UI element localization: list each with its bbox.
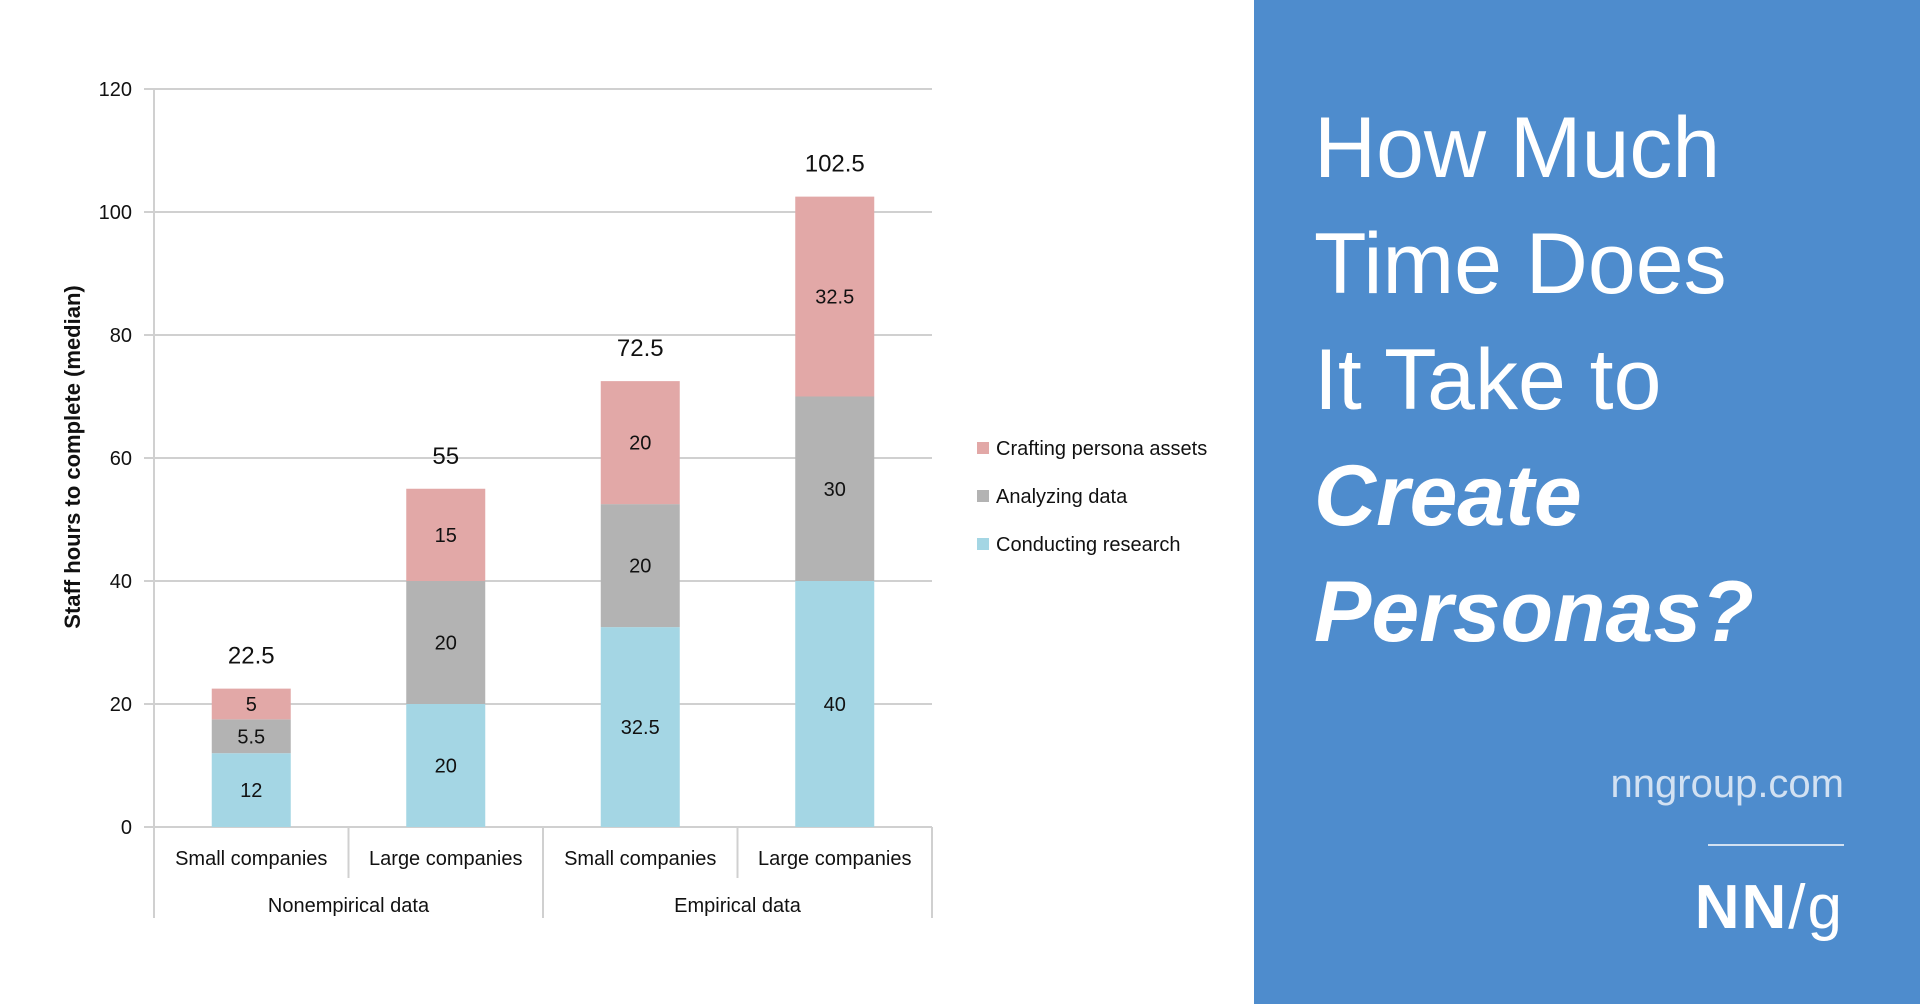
title-line-3: It Take to bbox=[1314, 332, 1662, 428]
y-tick-label: 40 bbox=[110, 571, 132, 593]
segment-value-label: 15 bbox=[435, 525, 457, 547]
y-axis-title: Staff hours to complete (median) bbox=[60, 285, 85, 628]
bar-segment-crafting-persona-assets bbox=[406, 488, 486, 581]
segment-value-label: 30 bbox=[824, 479, 846, 501]
site-url: nngroup.com bbox=[1610, 762, 1844, 806]
bar-segment-conducting-research bbox=[406, 704, 486, 827]
bar-segment-conducting-research bbox=[600, 627, 680, 827]
title-emphasis-2: Personas? bbox=[1314, 564, 1754, 660]
bar-segment-crafting-persona-assets bbox=[600, 381, 680, 505]
total-value-label: 102.5 bbox=[805, 151, 865, 178]
title-line-1: How Much bbox=[1314, 100, 1721, 196]
legend-label: Analyzing data bbox=[996, 486, 1128, 508]
x-group-label: Nonempirical data bbox=[268, 895, 430, 917]
segment-value-label: 32.5 bbox=[621, 717, 660, 739]
x-category-label: Large companies bbox=[758, 848, 911, 870]
y-tick-label: 120 bbox=[99, 79, 132, 101]
legend-swatch bbox=[977, 490, 989, 502]
total-value-label: 55 bbox=[432, 443, 459, 470]
stacked-bar-chart: 0 20 40 60 80 100 120 Staff hours to complete (… bbox=[60, 79, 1207, 918]
segment-value-label: 40 bbox=[824, 694, 846, 716]
title-emphasis-1: Create bbox=[1314, 448, 1582, 544]
total-value-label: 22.5 bbox=[228, 643, 275, 670]
segment-value-label: 5 bbox=[246, 694, 257, 716]
legend-label: Crafting persona assets bbox=[996, 438, 1207, 460]
title-line-2: Time Does bbox=[1314, 216, 1727, 312]
x-category-label: Large companies bbox=[369, 848, 522, 870]
segment-value-label: 20 bbox=[629, 556, 651, 578]
bar-segment-crafting-persona-assets bbox=[795, 196, 875, 397]
y-tick-label: 100 bbox=[99, 202, 132, 224]
legend-swatch bbox=[977, 538, 989, 550]
x-category-label: Small companies bbox=[175, 848, 327, 870]
nng-logo: NN/g bbox=[1695, 872, 1844, 943]
segment-value-label: 32.5 bbox=[815, 287, 854, 309]
legend-swatch bbox=[977, 442, 989, 454]
bar-segment-crafting-persona-assets bbox=[211, 688, 291, 720]
y-tick-label: 0 bbox=[121, 817, 132, 839]
segment-value-label: 12 bbox=[240, 780, 262, 802]
y-tick-label: 80 bbox=[110, 325, 132, 347]
x-category-label: Small companies bbox=[564, 848, 716, 870]
logo-main: NN bbox=[1694, 873, 1789, 942]
segment-value-label: 5.5 bbox=[237, 726, 265, 748]
y-tick-label: 60 bbox=[110, 448, 132, 470]
bar-segment-analyzing-data bbox=[600, 504, 680, 628]
bar-segment-analyzing-data bbox=[795, 396, 875, 581]
bar-segment-analyzing-data bbox=[406, 581, 486, 704]
bar-segment-analyzing-data bbox=[211, 719, 291, 754]
x-group-label: Empirical data bbox=[674, 895, 802, 917]
title-panel: How Much Time Does It Take to Create Per… bbox=[1254, 0, 1920, 1004]
legend-label: Conducting research bbox=[996, 534, 1181, 556]
total-value-label: 72.5 bbox=[617, 335, 664, 362]
segment-value-label: 20 bbox=[629, 433, 651, 455]
segment-value-label: 20 bbox=[435, 633, 457, 655]
bar-segment-conducting-research bbox=[211, 753, 291, 827]
bar-segment-conducting-research bbox=[795, 581, 875, 827]
segment-value-label: 20 bbox=[435, 756, 457, 778]
divider bbox=[1708, 844, 1844, 846]
y-tick-label: 20 bbox=[110, 694, 132, 716]
logo-tail: /g bbox=[1788, 873, 1844, 942]
